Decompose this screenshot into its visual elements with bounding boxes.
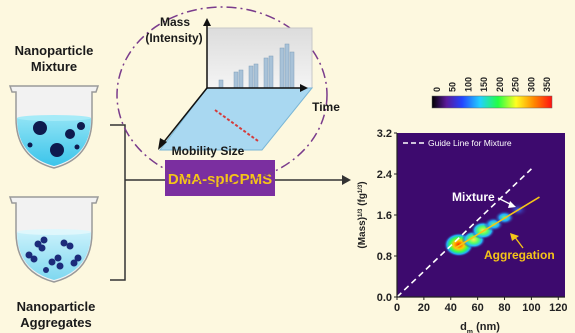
y-tick-label: 1.6 <box>377 210 392 222</box>
annotation-aggregation: Aggregation <box>484 248 555 262</box>
colorbar: 0 50 100 150 200 250 300 350 <box>431 77 553 109</box>
aggregates-label-line1: Nanoparticle <box>17 299 96 314</box>
aggregation-pointer-head <box>510 233 519 241</box>
colorbar-tick-label: 250 <box>511 77 521 92</box>
annotation-mixture: Mixture <box>452 190 495 204</box>
particle <box>50 143 64 157</box>
particle <box>27 142 33 148</box>
x-tick-label: 120 <box>549 302 567 314</box>
tube-mixture <box>8 85 100 169</box>
y-tick-label: 0.8 <box>377 251 392 263</box>
particle <box>74 144 80 150</box>
mixture-label-line2: Mixture <box>31 59 77 74</box>
heatmap-chart: Guide Line for Mixture Mixture Aggregation… <box>357 128 567 333</box>
inset-intensity-label: (Intensity) <box>145 31 202 45</box>
x-tick-label: 100 <box>522 302 540 314</box>
x-tick-label: 40 <box>445 302 457 314</box>
bracket <box>110 124 165 281</box>
instrument-label: DMA-spICPMS <box>168 171 272 188</box>
particle <box>65 129 75 139</box>
particle <box>77 122 85 130</box>
y-tick-label: 2.4 <box>377 169 393 181</box>
x-tick-label: 20 <box>418 302 430 314</box>
legend-label: Guide Line for Mixture <box>428 138 512 148</box>
colorbar-tick-label: 350 <box>542 77 552 92</box>
colorbar-tick-label: 150 <box>479 77 489 92</box>
aggregation-line <box>454 196 540 249</box>
inset-3d-plot <box>158 18 314 151</box>
guide-line <box>396 168 532 298</box>
particle <box>33 121 47 135</box>
mixture-pointer-head <box>508 201 516 208</box>
tube-aggregates <box>8 196 100 283</box>
x-tick-label: 0 <box>394 302 400 314</box>
instrument-box[interactable] <box>165 160 275 196</box>
arrow-head <box>342 175 351 185</box>
inset-time-label: Time <box>312 100 340 114</box>
plot-area <box>397 133 565 297</box>
colorbar-tick-label: 100 <box>463 77 473 92</box>
y-tick-label: 0.0 <box>377 292 392 304</box>
x-axis-label: dm (nm) <box>460 321 500 333</box>
y-tick-label: 3.2 <box>377 128 392 140</box>
inset-mass-label: Mass <box>160 15 190 29</box>
colorbar-tick-label: 300 <box>526 77 536 92</box>
colorbar-tick-label: 50 <box>448 82 458 92</box>
x-tick-label: 60 <box>472 302 484 314</box>
aggregates-label-line2: Aggregates <box>20 315 92 330</box>
mixture-label-line1: Nanoparticle <box>15 43 94 58</box>
colorbar-tick-label: 0 <box>432 87 442 92</box>
x-tick-label: 80 <box>498 302 510 314</box>
inset-mobility-label: Mobility Size <box>172 144 245 158</box>
y-axis-label: (Mass)1/3 (fg1/3) <box>357 181 368 248</box>
inset-ellipse <box>116 6 328 184</box>
colorbar-tick-label: 200 <box>495 77 505 92</box>
